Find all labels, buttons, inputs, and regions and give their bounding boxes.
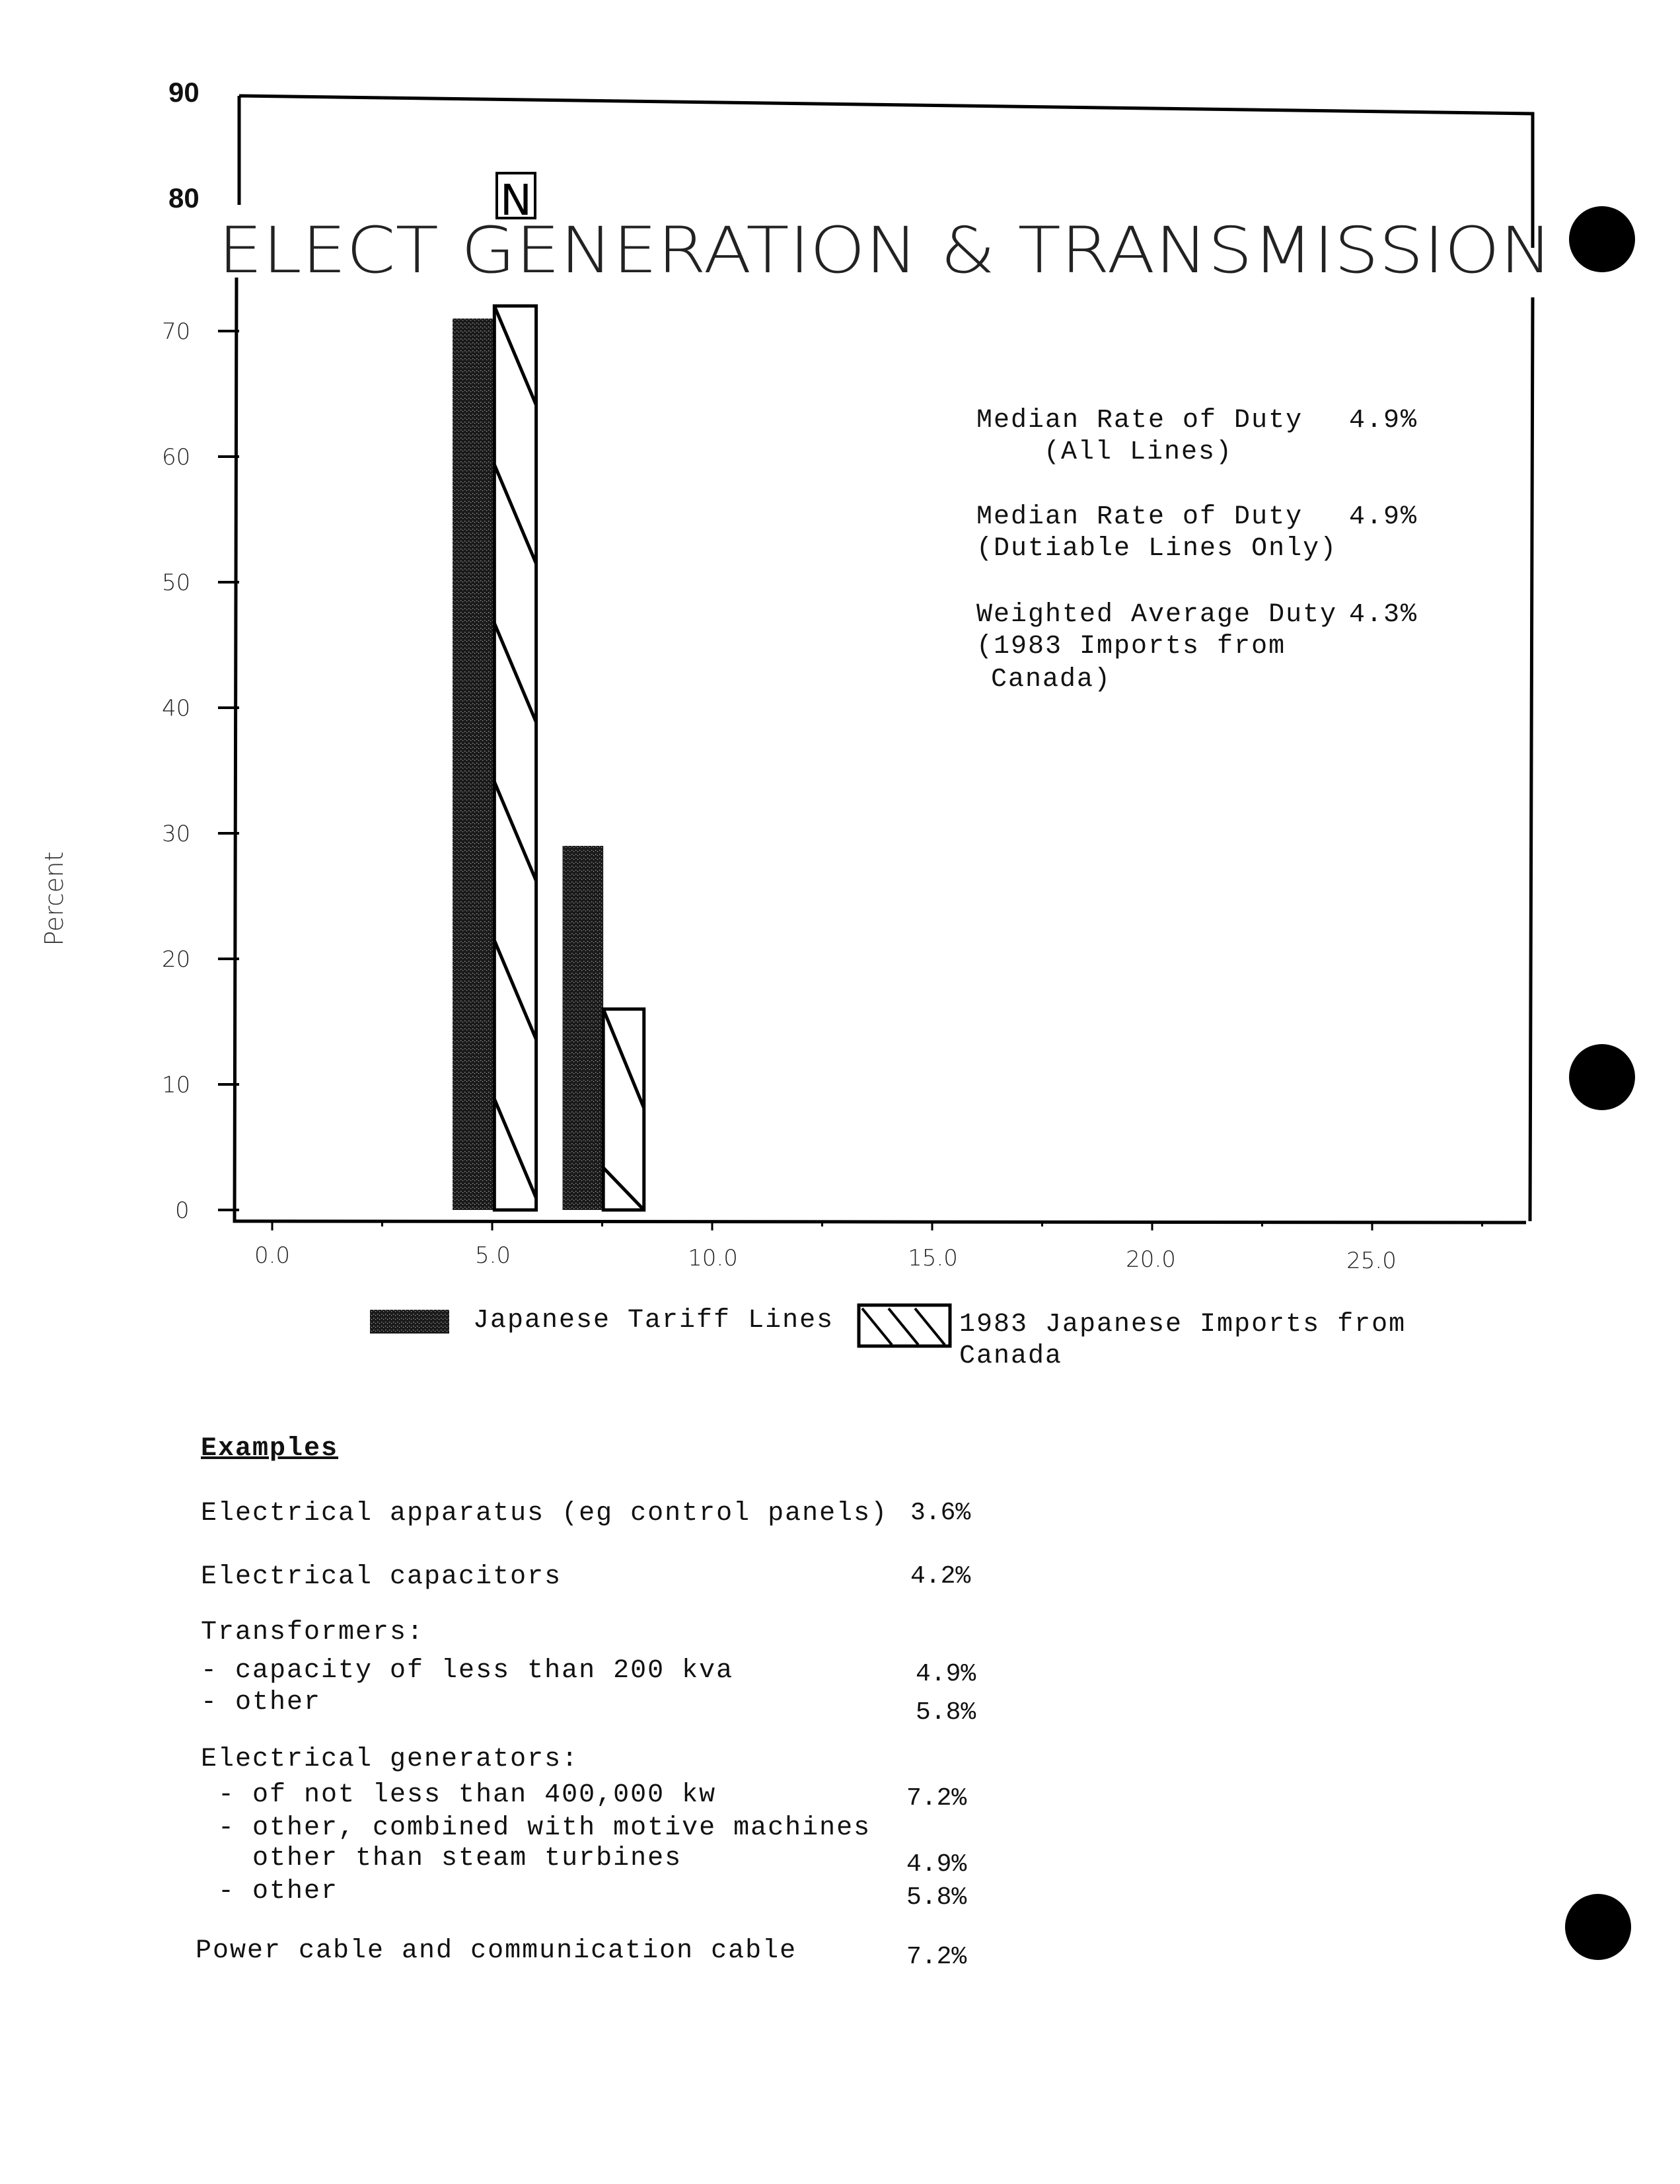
title-marker-box	[495, 172, 536, 219]
example-label: Electrical capacitors	[201, 1562, 562, 1592]
bar-hatch-line	[602, 1166, 645, 1211]
example-label: Electrical generators:	[201, 1745, 579, 1774]
example-value: 5.8%	[906, 1883, 967, 1912]
y-tick-30: 30	[162, 821, 191, 847]
x-tick-25: 25.0	[1346, 1248, 1397, 1274]
annotation-median-dutiable-label: Median Rate of Duty	[976, 502, 1303, 532]
bar-hatch-line	[493, 305, 538, 406]
annotation-weighted-sub: (1983 Imports from	[976, 632, 1286, 661]
example-value: 5.8%	[916, 1698, 976, 1727]
legend-label-imports: 1983 Japanese Imports from	[959, 1310, 1406, 1339]
chart-title: ELECT GENERATION & TRANSMISSION	[218, 213, 1552, 287]
y-tick-60: 60	[162, 444, 191, 471]
y-axis-label: Percent	[40, 852, 69, 946]
annotation-weighted-value: 4.3%	[1349, 600, 1418, 630]
example-value: 4.9%	[906, 1850, 967, 1879]
x-tick-5: 5.0	[474, 1242, 511, 1269]
example-label: - capacity of less than 200 kva	[201, 1656, 734, 1686]
punch-hole	[1569, 206, 1635, 272]
x-tick-15: 15.0	[908, 1245, 958, 1271]
example-label: Electrical apparatus (eg control panels)	[201, 1499, 889, 1528]
legend-swatch-tariff-lines	[370, 1310, 449, 1334]
bar-hatch-line	[493, 622, 538, 723]
example-label: - other	[201, 1877, 339, 1906]
example-label: - other	[201, 1688, 322, 1717]
x-tick-20: 20.0	[1126, 1246, 1176, 1273]
bar-hatch-line	[493, 940, 538, 1040]
annotation-median-all-value: 4.9%	[1349, 406, 1418, 435]
x-tick-0: 0.0	[254, 1242, 291, 1269]
example-value: 4.2%	[910, 1562, 971, 1591]
bar-hatch-line	[493, 1098, 538, 1199]
y-tick-50: 50	[162, 570, 191, 596]
annotation-weighted-label: Weighted Average Duty	[976, 600, 1338, 630]
y-tick-80: 80	[168, 182, 200, 213]
example-label: - other, combined with motive machines	[201, 1813, 871, 1843]
bar-hatch-line	[601, 1008, 646, 1109]
bar-hatch-line	[493, 464, 538, 564]
title-marker: N	[500, 176, 532, 225]
bar-tariff-lines	[562, 846, 604, 1210]
punch-hole	[1565, 1894, 1631, 1960]
y-tick-20: 20	[162, 946, 191, 973]
example-label: Transformers:	[201, 1618, 425, 1647]
example-value: 7.2%	[906, 1784, 967, 1813]
annotation-median-all-sub: (All Lines)	[1044, 437, 1233, 467]
bar-tariff-lines	[453, 319, 495, 1210]
y-tick-70: 70	[162, 319, 191, 345]
y-tick-0: 0	[175, 1197, 190, 1224]
legend-label-imports-line2: Canada	[959, 1341, 1063, 1371]
x-tick-10: 10.0	[688, 1245, 738, 1271]
example-label: Power cable and communication cable	[196, 1936, 797, 1966]
annotation-median-all-label: Median Rate of Duty	[976, 406, 1303, 435]
annotation-median-dutiable-value: 4.9%	[1349, 502, 1418, 532]
example-label: other than steam turbines	[201, 1844, 682, 1873]
annotation-weighted-sub2: Canada)	[991, 665, 1112, 695]
example-value: 4.9%	[916, 1660, 976, 1688]
legend-swatch-imports	[857, 1303, 952, 1348]
example-label: - of not less than 400,000 kw	[201, 1780, 717, 1810]
example-value: 7.2%	[906, 1943, 967, 1971]
legend-label-tariff-lines: Japanese Tariff Lines	[473, 1306, 834, 1336]
examples-heading: Examples	[201, 1434, 339, 1464]
punch-hole	[1569, 1044, 1635, 1110]
bar-hatch-line	[493, 781, 538, 882]
y-tick-40: 40	[162, 695, 191, 722]
bar-imports-from-canada	[601, 1007, 646, 1212]
y-tick-90: 90	[168, 77, 200, 108]
y-tick-10: 10	[162, 1072, 191, 1098]
example-value: 3.6%	[910, 1499, 971, 1527]
annotation-median-dutiable-sub: (Dutiable Lines Only)	[976, 534, 1338, 564]
chart-frame	[233, 94, 1535, 1224]
bar-imports-from-canada	[492, 304, 538, 1212]
